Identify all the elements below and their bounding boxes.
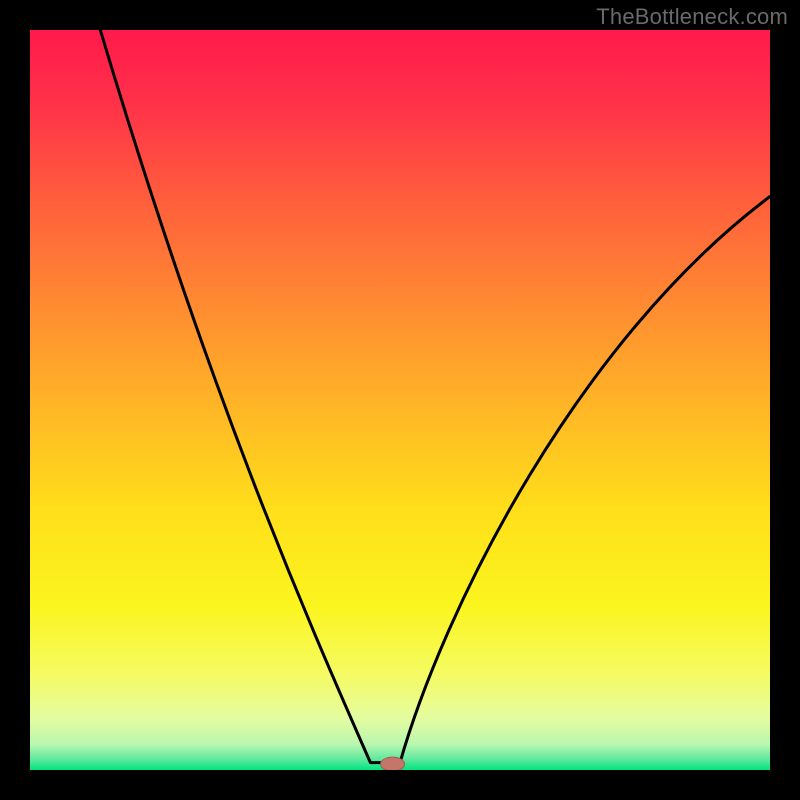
chart-container: TheBottleneck.com (0, 0, 800, 800)
bottleneck-chart (0, 0, 800, 800)
plot-gradient-background (30, 30, 770, 770)
optimum-marker (381, 757, 405, 771)
